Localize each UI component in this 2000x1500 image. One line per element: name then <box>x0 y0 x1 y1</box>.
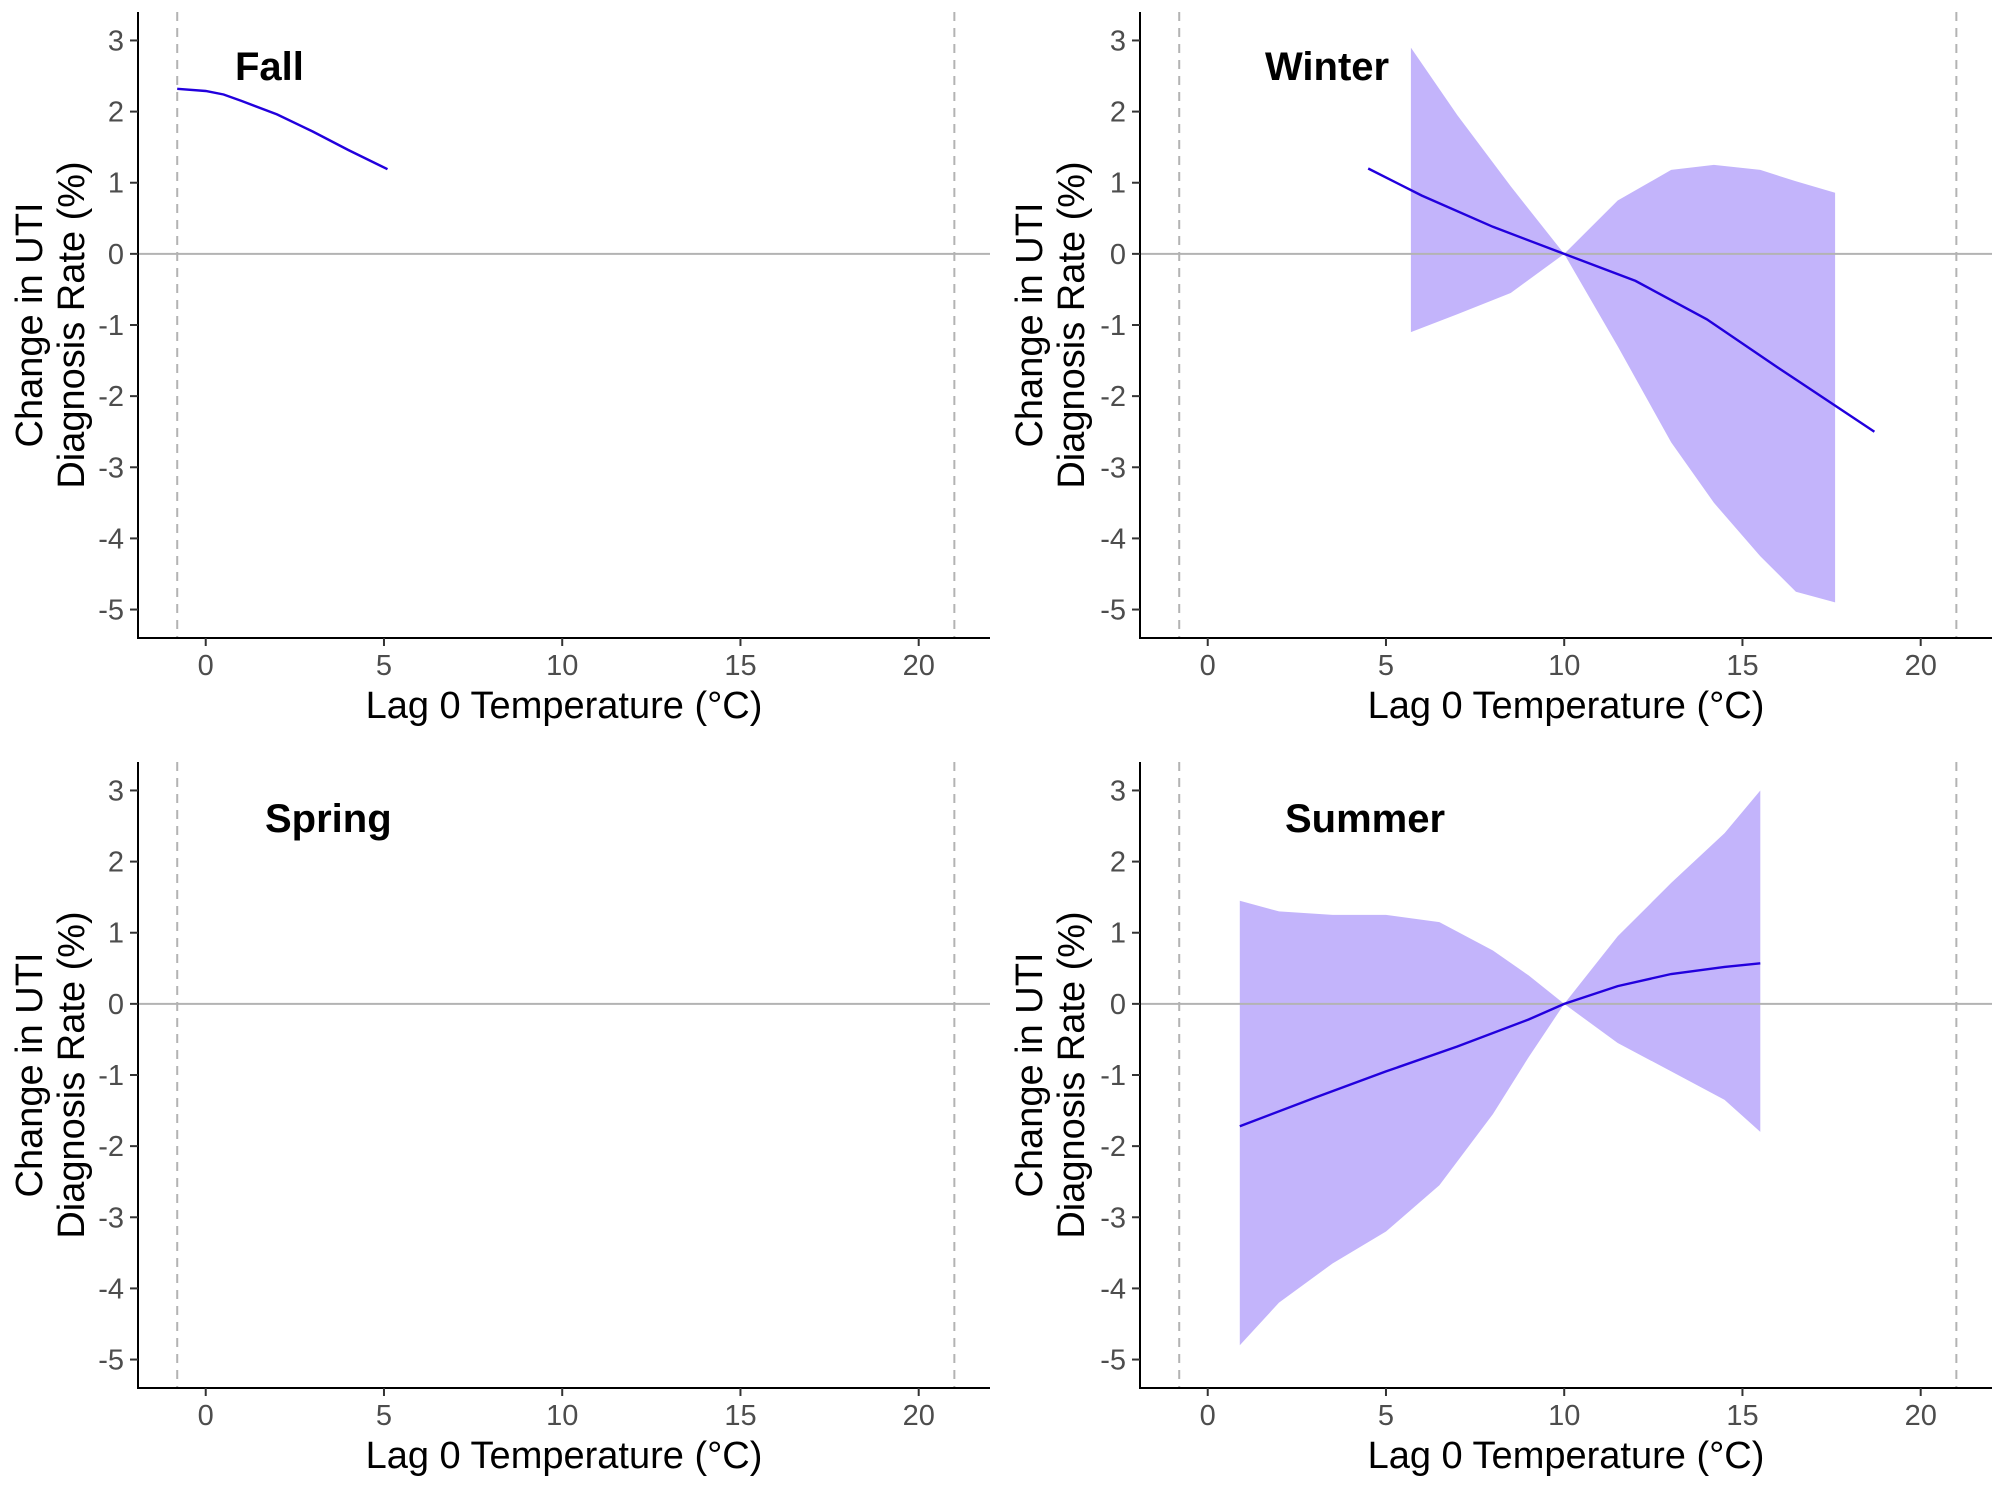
series-line-0 <box>1367 167 1876 433</box>
x-tick-label: 0 <box>198 650 214 682</box>
x-axis-title: Lag 0 Temperature (°C) <box>1368 685 1765 727</box>
x-tick-label: 20 <box>1905 650 1937 682</box>
y-tick-label: -5 <box>1100 1345 1126 1377</box>
x-tick-label: 10 <box>546 1400 578 1432</box>
y-tick-label: 3 <box>108 25 124 57</box>
y-tick-label: -1 <box>1100 1060 1126 1092</box>
y-axis-title-line-1: Change in UTI <box>1009 202 1051 447</box>
y-tick-label: -4 <box>1100 1273 1126 1305</box>
panel-title: Spring <box>265 797 392 841</box>
y-tick-label: 2 <box>108 847 124 879</box>
y-tick-label: -2 <box>98 381 124 413</box>
panel-title: Summer <box>1285 797 1445 841</box>
y-tick-label: -4 <box>1100 523 1126 555</box>
y-tick-label: 0 <box>108 239 124 271</box>
y-tick-label: 2 <box>1110 847 1126 879</box>
y-tick-label: 0 <box>1110 239 1126 271</box>
x-tick-label: 15 <box>1726 1400 1758 1432</box>
x-tick-label: 10 <box>1548 1400 1580 1432</box>
y-tick-label: -5 <box>98 1345 124 1377</box>
x-axis-title: Lag 0 Temperature (°C) <box>366 1435 763 1477</box>
y-tick-label: -2 <box>98 1131 124 1163</box>
y-tick-label: 1 <box>1110 168 1126 200</box>
y-tick-label: 3 <box>1110 25 1126 57</box>
y-tick-label: -3 <box>98 1202 124 1234</box>
x-tick-label: 5 <box>376 1400 392 1432</box>
y-tick-label: -2 <box>1100 1131 1126 1163</box>
confidence-band <box>1239 790 1761 1346</box>
y-tick-label: 3 <box>108 775 124 807</box>
x-tick-label: 20 <box>903 1400 935 1432</box>
y-tick-label: -3 <box>98 452 124 484</box>
x-tick-label: 15 <box>724 1400 756 1432</box>
x-tick-label: 5 <box>1378 1400 1394 1432</box>
y-axis-title-line-1: Change in UTI <box>9 952 51 1197</box>
y-tick-label: -2 <box>1100 381 1126 413</box>
x-tick-label: 5 <box>1378 650 1394 682</box>
y-tick-label: 0 <box>108 989 124 1021</box>
y-axis-title-line-2: Diagnosis Rate (%) <box>51 911 93 1238</box>
panel-title: Winter <box>1265 45 1389 89</box>
panel-title: Fall <box>235 45 304 89</box>
x-axis-title: Lag 0 Temperature (°C) <box>1368 1435 1765 1477</box>
y-tick-label: -1 <box>1100 310 1126 342</box>
x-tick-label: 10 <box>1548 650 1580 682</box>
x-tick-label: 0 <box>1200 1400 1216 1432</box>
x-tick-label: 5 <box>376 650 392 682</box>
x-tick-label: 15 <box>724 650 756 682</box>
y-tick-label: -5 <box>98 595 124 627</box>
x-axis-title: Lag 0 Temperature (°C) <box>366 685 763 727</box>
y-tick-label: -1 <box>98 1060 124 1092</box>
y-tick-label: 1 <box>108 168 124 200</box>
y-tick-label: -5 <box>1100 595 1126 627</box>
y-tick-label: 1 <box>1110 918 1126 950</box>
confidence-band <box>1410 47 1836 603</box>
y-tick-label: -3 <box>1100 452 1126 484</box>
y-tick-label: -1 <box>98 310 124 342</box>
y-tick-label: -3 <box>1100 1202 1126 1234</box>
series-line-0 <box>1239 962 1761 1128</box>
y-tick-label: 3 <box>1110 775 1126 807</box>
y-tick-label: 2 <box>1110 97 1126 129</box>
y-axis-title-line-1: Change in UTI <box>1009 952 1051 1197</box>
series-line-0 <box>177 87 389 171</box>
x-tick-label: 0 <box>1200 650 1216 682</box>
x-tick-label: 20 <box>903 650 935 682</box>
x-tick-label: 0 <box>198 1400 214 1432</box>
x-tick-label: 20 <box>1905 1400 1937 1432</box>
y-tick-label: -4 <box>98 523 124 555</box>
y-tick-label: 2 <box>108 97 124 129</box>
y-tick-label: 0 <box>1110 989 1126 1021</box>
y-axis-title-line-2: Diagnosis Rate (%) <box>51 161 93 488</box>
y-tick-label: 1 <box>108 918 124 950</box>
y-axis-title-line-1: Change in UTI <box>9 202 51 447</box>
y-axis-title-line-2: Diagnosis Rate (%) <box>1051 911 1093 1238</box>
x-tick-label: 15 <box>1726 650 1758 682</box>
y-axis-title-line-2: Diagnosis Rate (%) <box>1051 161 1093 488</box>
x-tick-label: 10 <box>546 650 578 682</box>
y-tick-label: -4 <box>98 1273 124 1305</box>
